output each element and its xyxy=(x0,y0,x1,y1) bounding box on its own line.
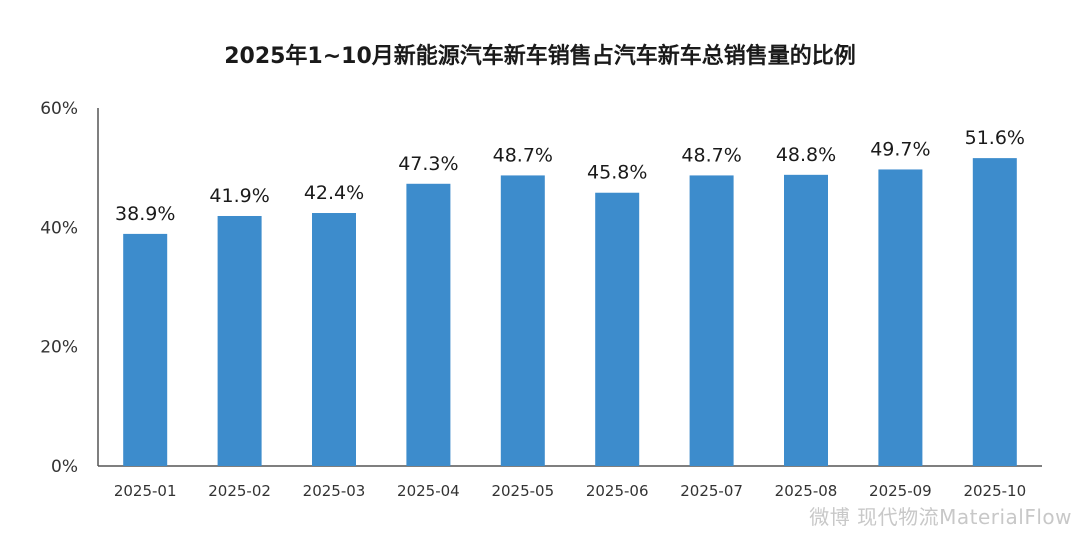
y-tick-label: 40% xyxy=(40,218,78,238)
bars xyxy=(123,158,1017,466)
watermark: 微博 现代物流MaterialFlow xyxy=(809,505,1072,529)
data-labels: 38.9% 41.9% 42.4% 47.3% 48.7% 45.8% 48.7% 48.8%… xyxy=(115,127,1025,225)
data-label: 38.9% xyxy=(115,203,175,225)
bar xyxy=(312,213,356,466)
x-tick-label: 2025-10 xyxy=(963,482,1026,500)
bar xyxy=(878,169,923,466)
y-tick-label: 20% xyxy=(40,338,78,358)
x-tick-label: 2025-04 xyxy=(397,482,460,500)
x-tick-label: 2025-03 xyxy=(303,482,366,500)
x-tick-label: 2025-06 xyxy=(586,482,649,500)
data-label: 42.4% xyxy=(304,182,364,204)
data-label: 48.7% xyxy=(493,144,553,166)
bar xyxy=(500,175,545,466)
data-label: 48.7% xyxy=(681,144,741,166)
x-tick-label: 2025-07 xyxy=(680,482,743,500)
x-tick-label: 2025-02 xyxy=(208,482,271,500)
data-label: 47.3% xyxy=(398,153,458,175)
x-tick-label: 2025-08 xyxy=(775,482,838,500)
bar xyxy=(217,215,262,466)
bar xyxy=(406,183,451,466)
x-tick-label: 2025-09 xyxy=(869,482,932,500)
data-label: 45.8% xyxy=(587,162,647,184)
y-tick-label: 60% xyxy=(40,99,78,119)
bar xyxy=(689,175,734,466)
bar xyxy=(972,158,1017,466)
bar xyxy=(123,233,168,466)
bar xyxy=(784,174,828,466)
bar xyxy=(595,192,640,466)
data-label: 49.7% xyxy=(870,138,930,160)
data-label: 48.8% xyxy=(776,144,836,166)
y-axis: 0% 20% 40% 60% xyxy=(40,99,99,477)
data-label: 51.6% xyxy=(965,127,1025,149)
data-label: 41.9% xyxy=(209,185,269,207)
x-tick-label: 2025-05 xyxy=(491,482,554,500)
x-tick-label: 2025-01 xyxy=(114,482,177,500)
chart-title: 2025年1~10月新能源汽车新车销售占汽车新车总销售量的比例 xyxy=(224,44,856,69)
x-axis: 2025-01 2025-02 2025-03 2025-04 2025-05 2025-… xyxy=(98,465,1042,500)
y-tick-label: 0% xyxy=(51,457,78,477)
